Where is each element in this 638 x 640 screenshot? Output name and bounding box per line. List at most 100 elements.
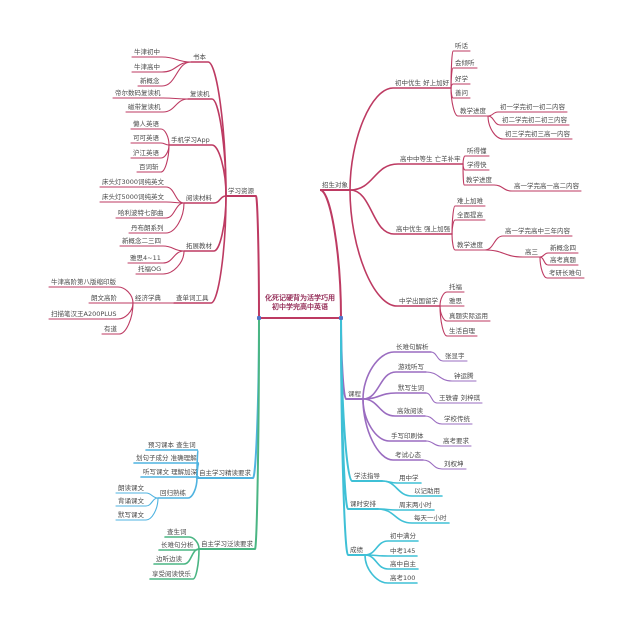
mindmap-node: 好学 (455, 75, 468, 83)
branch-line (439, 291, 465, 307)
mindmap-node: 会倾听 (455, 59, 475, 67)
mindmap-node: 百词斩 (139, 163, 159, 171)
mindmap-node: 有道 (104, 325, 117, 333)
mindmap-node: 高中中等生 亡羊补牢 (400, 155, 461, 163)
branch-line (451, 219, 486, 235)
mindmap-node: 懒人英语 (133, 120, 159, 128)
mindmap-node: 高中自主 (390, 560, 416, 568)
branch-line (425, 440, 472, 447)
branch-line (115, 202, 185, 219)
mindmap-node: 钟运腾 (454, 372, 474, 380)
mindmap-node: 初中满分 (390, 532, 416, 540)
branch-line (439, 305, 478, 337)
branch-line (131, 56, 192, 63)
mindmap-node: 周末两小时 (399, 501, 432, 509)
branch-line (493, 184, 582, 192)
branch-line (340, 317, 366, 556)
mindmap-node: 托福OG (138, 265, 162, 273)
mindmap-node: 教学进度 (460, 107, 486, 115)
center-anchor-dot-left (257, 316, 261, 320)
mindmap-node: 帝尔数码复读机 (115, 89, 161, 97)
mindmap-node: 牛津高中 (134, 63, 160, 71)
branch-line (48, 286, 134, 304)
mindmap-node: 张显宇 (445, 352, 465, 360)
mindmap-node: 学校传统 (444, 415, 470, 423)
mindmap-node: 沪江英语 (133, 149, 159, 157)
mindmap-node: 默写课文 (118, 511, 144, 519)
mindmap-node: 高考100 (390, 574, 416, 582)
branch-line (225, 195, 260, 319)
branch-line (135, 250, 185, 275)
mindmap-node: 难上加难 (457, 197, 483, 205)
mindmap-node: 书本 (193, 53, 206, 61)
mindmap-node: 课程 (348, 390, 361, 398)
branch-line (115, 497, 159, 507)
branch-line (450, 87, 489, 117)
mindmap-node: 可可英语 (133, 134, 159, 142)
mindmap-node: 预习课本 查生词 (148, 441, 196, 449)
mindmap-node: 拓展教材 (186, 242, 212, 250)
branch-line (127, 250, 185, 264)
branch-line (462, 163, 495, 186)
mindmap-node: 长难句分析 (161, 541, 194, 549)
mindmap-node: 朗读课文 (118, 484, 144, 492)
mindmap-node: 学法指导 (354, 472, 380, 480)
mindmap-node: 真题实际运用 (449, 312, 488, 320)
branch-line (462, 155, 490, 165)
branch-line (484, 249, 541, 258)
branch-line (349, 163, 464, 191)
mindmap-node: 回归熟练 (160, 489, 186, 497)
mindmap-node: 中学出国留学 (399, 297, 438, 305)
branch-line (173, 195, 227, 304)
branch-line (128, 202, 185, 234)
mindmap-node: 查单词工具 (176, 294, 209, 302)
branch-line (130, 142, 170, 146)
mindmap-node: 丹布朗系列 (131, 224, 164, 232)
branch-line (422, 459, 467, 470)
mindmap-node: 床头灯3000词纯英文 (102, 178, 165, 186)
mindmap-node: 牛津高阶第八版缩印版 (51, 278, 116, 286)
branch-line (364, 554, 418, 584)
branch-line (487, 115, 573, 140)
mindmap-node: 朗文高阶 (91, 294, 117, 302)
branch-line (125, 98, 189, 113)
branch-line (190, 61, 227, 197)
branch-line (484, 235, 573, 251)
mindmap-node: 背诵课文 (118, 497, 144, 505)
mindmap-node: 雅思4~11 (130, 254, 161, 262)
mindmap-node: 手机学习App (171, 136, 210, 144)
mindmap-node: 教学进度 (466, 176, 492, 184)
mindmap-node: 高考真题 (550, 256, 576, 264)
mindmap-node: 初二学完初二初三内容 (502, 116, 567, 124)
branch-line (136, 144, 170, 173)
mindmap-node: 初三学完初三高一内容 (505, 130, 570, 138)
branch-line (425, 371, 477, 382)
mindmap-node: 雅思 (449, 297, 462, 305)
mindmap-node: 手写印刷体 (391, 432, 424, 440)
branch-line (349, 87, 452, 191)
mindmap-node: 初一学完初一初二内容 (500, 103, 565, 111)
central-topic: 化死记硬背为活学巧用 初中学完高中英语 (252, 294, 348, 313)
mindmap-node: 成绩 (350, 546, 363, 554)
branch-line (130, 128, 170, 146)
mindmap-node: 哈利波特七部曲 (118, 209, 164, 217)
branch-line (364, 554, 419, 570)
mindmap-node: 高效阅读 (397, 407, 423, 415)
mindmap-node: 默写生词 (398, 384, 424, 392)
branch-line (168, 144, 227, 197)
mindmap-node: 每天一小时 (414, 514, 447, 522)
branch-line (450, 83, 471, 89)
branch-line (381, 480, 443, 497)
branch-line (349, 189, 441, 307)
mindmap-node: 善问 (455, 89, 468, 97)
mindmap-node: 生活自理 (449, 327, 475, 335)
branch-line (424, 415, 473, 425)
mindmap-node: 磁带复读机 (128, 103, 161, 111)
mindmap-node: 高考要求 (443, 437, 469, 445)
branch-line (183, 195, 227, 204)
mindmap-node: 自主学习泛读要求 (201, 540, 253, 548)
mindmap-node: 考研长难句 (549, 269, 582, 277)
mindmap-node: 新概念二三四 (122, 237, 161, 245)
branch-line (539, 256, 579, 266)
